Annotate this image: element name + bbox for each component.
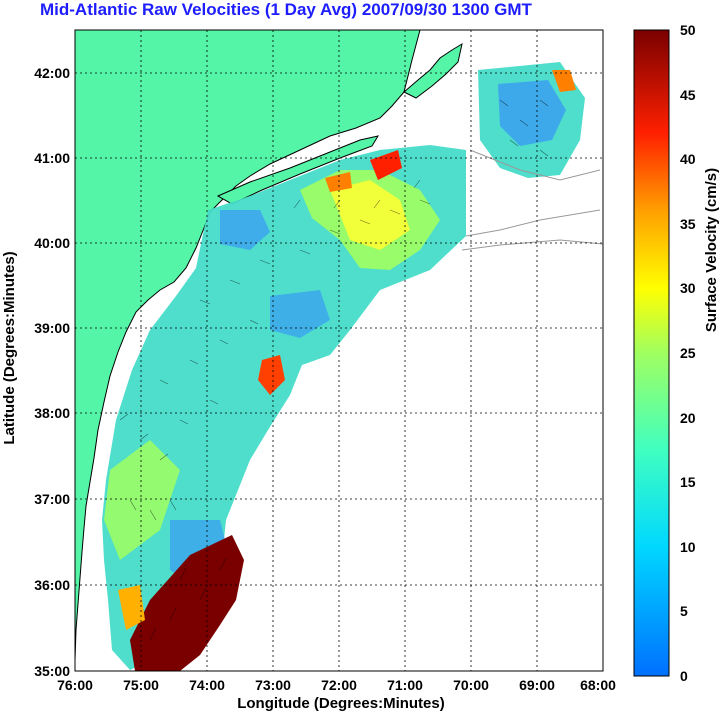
x-tick-label: 68:00: [580, 677, 616, 693]
x-tick-label: 71:00: [387, 677, 423, 693]
colorbar-tick-label: 15: [680, 474, 696, 490]
colorbar-tick-label: 10: [680, 539, 696, 555]
colorbar-tick-label: 35: [680, 216, 696, 232]
colorbar-tick-label: 20: [680, 410, 696, 426]
x-tick-label: 69:00: [519, 677, 555, 693]
map-title: Mid-Atlantic Raw Velocities (1 Day Avg) …: [40, 0, 532, 19]
colorbar-tick-label: 0: [680, 668, 688, 684]
y-tick-label: 39:00: [34, 320, 70, 336]
x-tick-label: 73:00: [255, 677, 291, 693]
land-long-island: [216, 135, 380, 205]
colorbar-tick-label: 50: [680, 22, 696, 38]
x-tick-labels: 76:00 75:00 74:00 73:00 72:00 71:00 70:0…: [57, 677, 616, 693]
velocity-vectors: [119, 99, 549, 641]
colorbar-label: Surface Velocity (cm/s): [703, 168, 720, 332]
colorbar: [633, 29, 670, 677]
y-axis-label: Latitude (Degrees:Minutes): [1, 251, 18, 444]
x-axis-label: Longitude (Degrees:Minutes): [237, 695, 445, 712]
x-tick-label: 72:00: [321, 677, 357, 693]
colorbar-tick-label: 25: [680, 345, 696, 361]
plot-frame: [74, 29, 604, 672]
colorbar-tick-label: 30: [680, 280, 696, 296]
x-tick-label: 76:00: [57, 677, 93, 693]
y-tick-label: 37:00: [34, 491, 70, 507]
colorbar-tick-labels: 0 5 10 15 20 25 30 35 40 45 50: [680, 22, 696, 684]
x-tick-label: 75:00: [123, 677, 159, 693]
y-tick-label: 42:00: [34, 65, 70, 81]
x-tick-label: 74:00: [189, 677, 225, 693]
y-tick-label: 40:00: [34, 235, 70, 251]
bathymetry-contours: [461, 149, 603, 251]
y-tick-label: 38:00: [34, 405, 70, 421]
grid: [75, 30, 603, 671]
colorbar-tick-label: 40: [680, 151, 696, 167]
colorbar-tick-label: 45: [680, 87, 696, 103]
colorbar-tick-label: 5: [680, 603, 688, 619]
y-tick-label: 41:00: [34, 150, 70, 166]
land-mainland: [75, 30, 421, 661]
y-tick-labels: 35:00 36:00 37:00 38:00 39:00 40:00 41:0…: [34, 65, 70, 679]
velocity-field: [102, 62, 585, 671]
x-tick-label: 70:00: [453, 677, 489, 693]
y-tick-label: 35:00: [34, 663, 70, 679]
y-tick-label: 36:00: [34, 577, 70, 593]
